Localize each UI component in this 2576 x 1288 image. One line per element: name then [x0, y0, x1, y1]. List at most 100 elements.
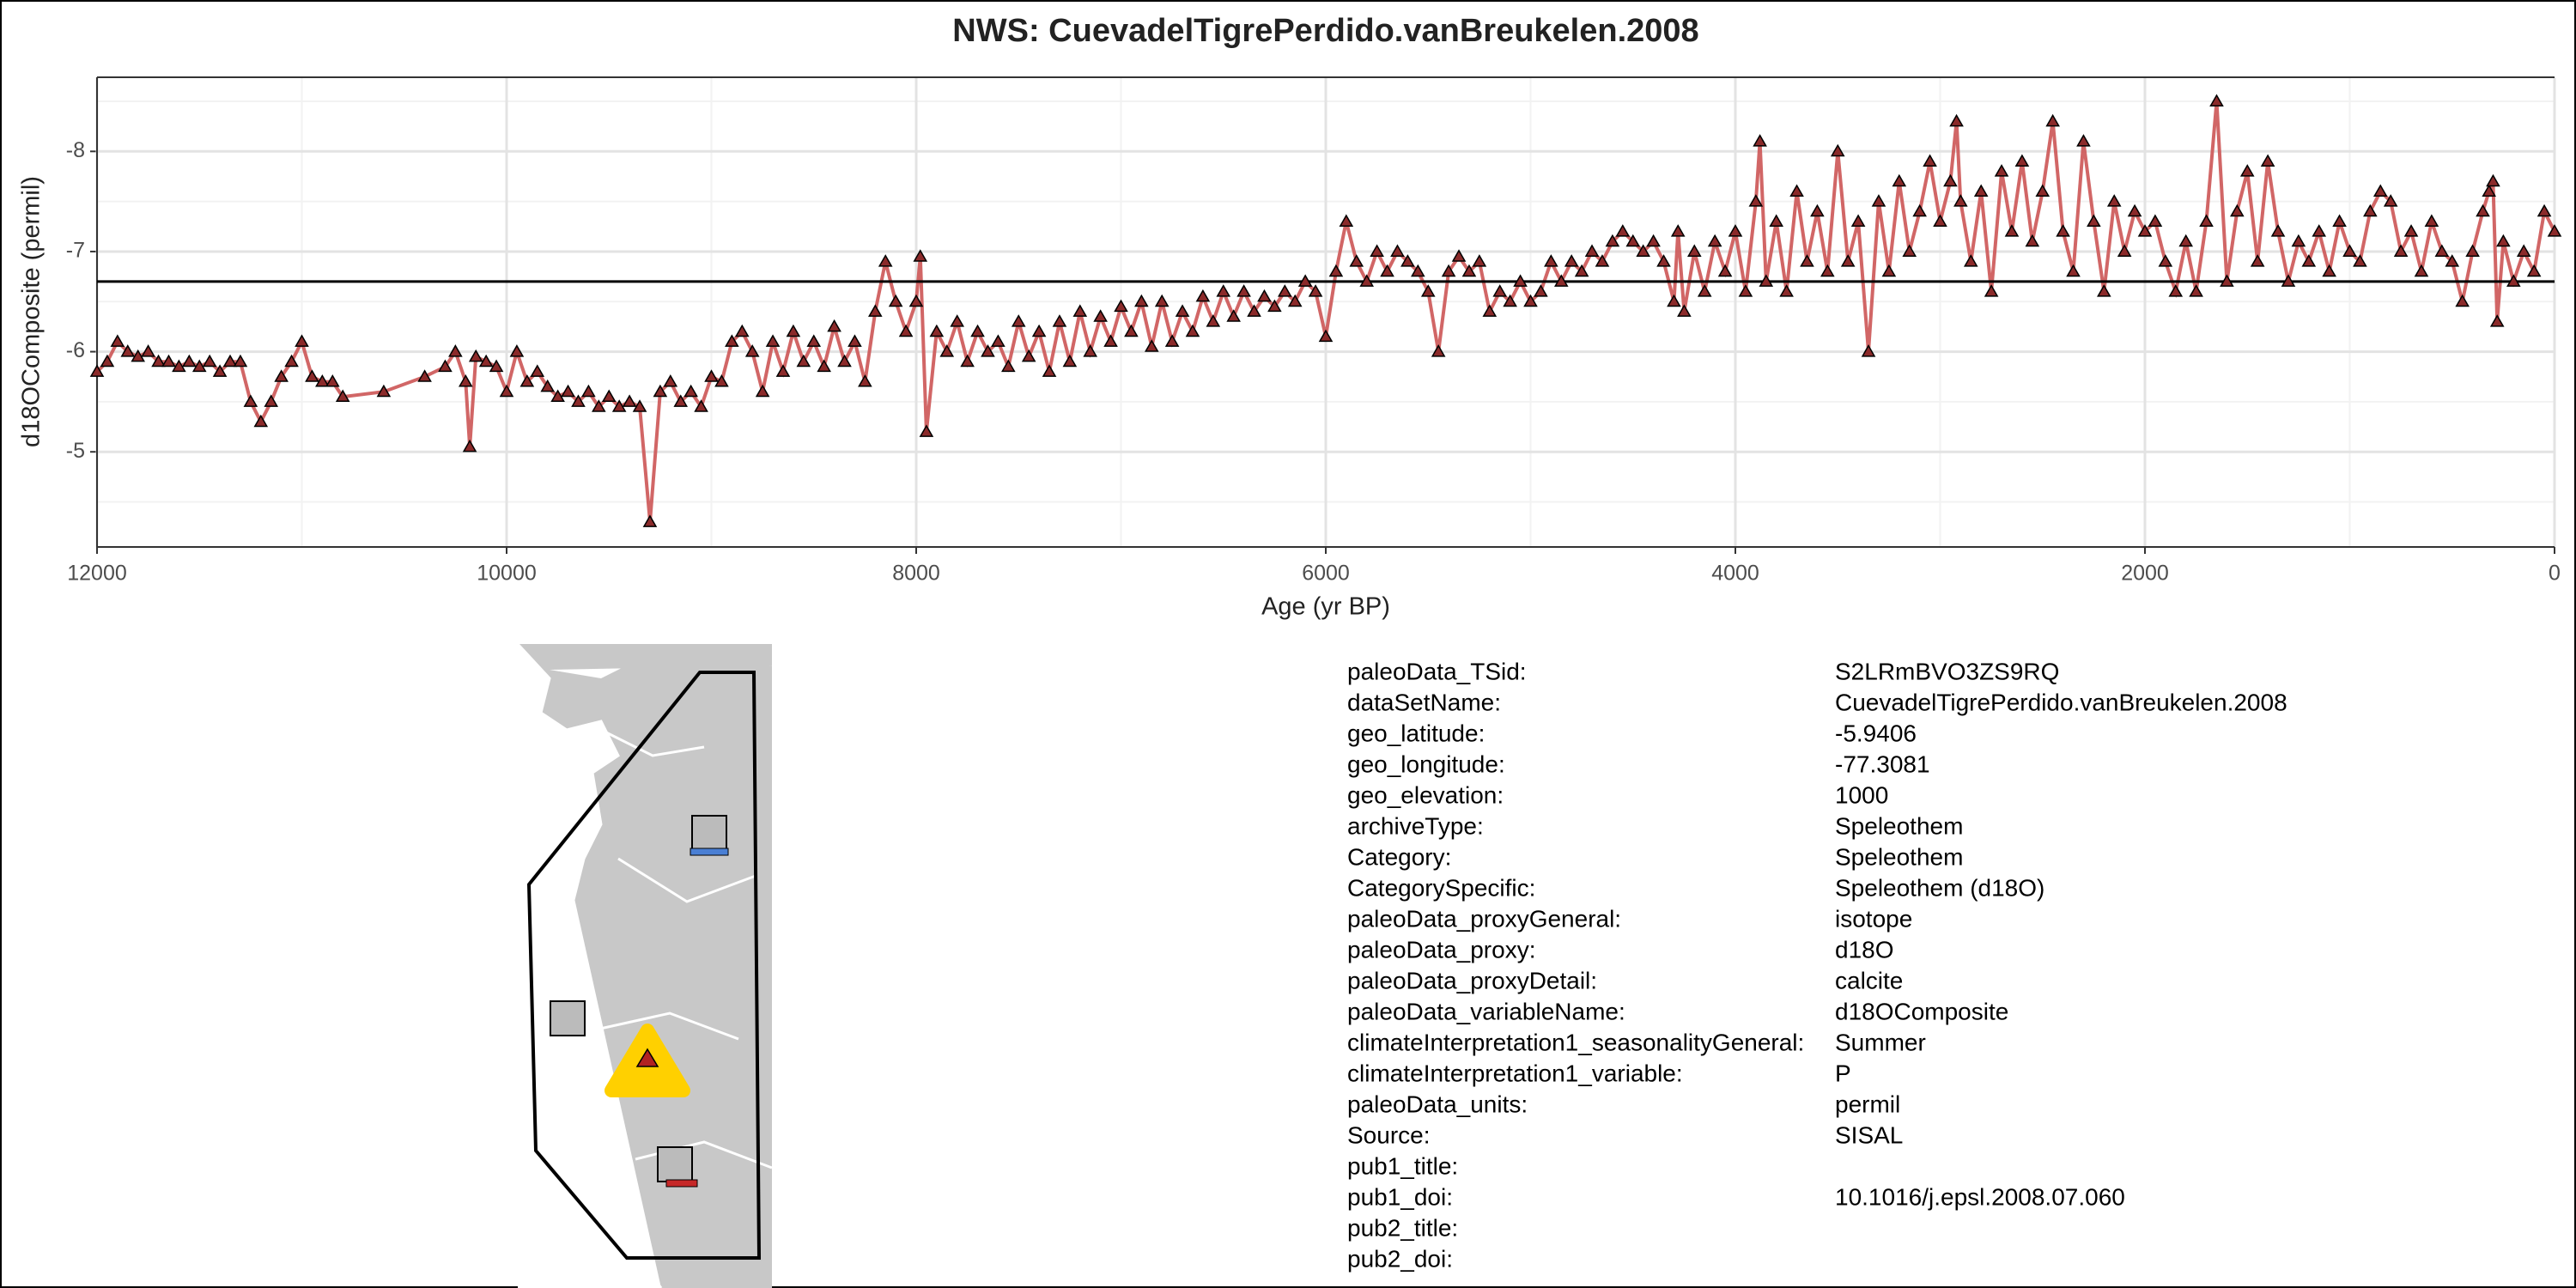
data-point [2424, 214, 2439, 227]
data-point [960, 354, 975, 368]
data-point [315, 374, 330, 387]
data-point [1892, 173, 1907, 187]
data-point [868, 304, 883, 317]
y-tick-label: -5 [66, 439, 85, 463]
data-point [2322, 264, 2336, 277]
data-point [1553, 274, 1569, 287]
meta-key: climateInterpretation1_variable: [1347, 1060, 1683, 1086]
data-point [1103, 334, 1118, 347]
meta-key: pub2_doi: [1347, 1245, 1453, 1272]
data-point [571, 394, 586, 407]
data-point [765, 334, 781, 347]
data-point [1195, 289, 1211, 302]
data-point [1738, 284, 1753, 297]
data-point [131, 349, 145, 362]
y-tick-label: -7 [66, 239, 85, 263]
data-point [172, 359, 186, 373]
meta-key: paleoData_variableName: [1347, 998, 1625, 1024]
meta-value: S2LRmBVO3ZS9RQ [1835, 658, 2059, 684]
data-point [1267, 299, 1282, 313]
meta-key: CategorySpecific: [1347, 874, 1535, 901]
site-marker [550, 1000, 586, 1036]
meta-value: 1000 [1835, 781, 1888, 808]
data-point [1359, 274, 1374, 287]
data-point [1297, 274, 1313, 287]
data-point [2127, 204, 2142, 217]
data-point [1779, 284, 1794, 297]
data-point [2353, 254, 2367, 267]
data-point [1881, 264, 1897, 277]
data-point [981, 344, 995, 357]
data-point [734, 324, 750, 337]
data-point [611, 399, 627, 412]
data-point [1973, 184, 1989, 197]
data-point [1646, 234, 1661, 247]
data-point [601, 389, 617, 403]
data-point [1953, 194, 1968, 207]
data-point [2066, 264, 2081, 277]
data-point [1861, 344, 1876, 357]
data-point [530, 364, 545, 377]
data-point [2189, 284, 2203, 297]
data-point [264, 394, 279, 407]
data-point [274, 369, 289, 382]
data-point [1114, 299, 1128, 313]
data-point [489, 359, 504, 373]
data-point [1318, 329, 1334, 343]
data-point [1349, 254, 1364, 267]
data-point [1534, 284, 1548, 297]
data-point [462, 439, 477, 453]
meta-value: isotope [1835, 905, 1912, 932]
data-point [1216, 284, 1231, 297]
x-axis-title: Age (yr BP) [1261, 593, 1390, 621]
data-point [725, 334, 739, 347]
data-point [1667, 294, 1681, 307]
data-point [2486, 173, 2500, 187]
data-point [694, 399, 708, 412]
data-point [673, 394, 689, 407]
meta-key: pub1_doi: [1347, 1183, 1453, 1210]
data-point [438, 359, 453, 373]
data-point [775, 364, 791, 377]
data-point [2496, 234, 2511, 247]
data-point [1871, 194, 1886, 207]
data-point [1380, 264, 1394, 277]
data-point [663, 374, 678, 387]
meta-key: geo_longitude: [1347, 750, 1505, 777]
data-point [1154, 294, 1170, 307]
data-point [1339, 214, 1354, 227]
data-point [1830, 143, 1845, 157]
data-point [110, 334, 125, 347]
chart-title: NWS: CuevadelTigrePerdido.vanBreukelen.2… [952, 13, 1698, 49]
data-point [478, 354, 494, 368]
meta-value: Speleothem [1835, 812, 1963, 839]
data-point [1656, 254, 1671, 267]
data-point [837, 354, 852, 368]
meta-key: geo_latitude: [1347, 720, 1485, 746]
meta-key: paleoData_TSid: [1347, 658, 1527, 684]
data-point [1206, 314, 1221, 327]
meta-key: Source: [1347, 1121, 1431, 1148]
data-point [1933, 214, 1947, 227]
data-point [991, 334, 1005, 347]
data-point [448, 344, 463, 357]
data-point [848, 334, 862, 347]
data-point [970, 324, 985, 337]
data-point [1564, 254, 1579, 267]
site-marker [691, 815, 727, 851]
data-point [1759, 274, 1774, 287]
data-point [653, 384, 668, 398]
data-point [2168, 284, 2184, 297]
plot-area: -8 -7 -6 -5 12000 10000 8000 6000 4000 2000 0 [66, 76, 2562, 586]
meta-value: 10.1016/j.epsl.2008.07.060 [1835, 1183, 2125, 1210]
data-point [325, 374, 340, 387]
data-point [1226, 309, 1241, 322]
data-point [1420, 284, 1436, 297]
x-tick-label: 10000 [477, 562, 537, 586]
data-point [796, 354, 811, 368]
data-point [1728, 224, 1743, 237]
data-point [2014, 154, 2030, 167]
data-point [1503, 294, 1517, 307]
